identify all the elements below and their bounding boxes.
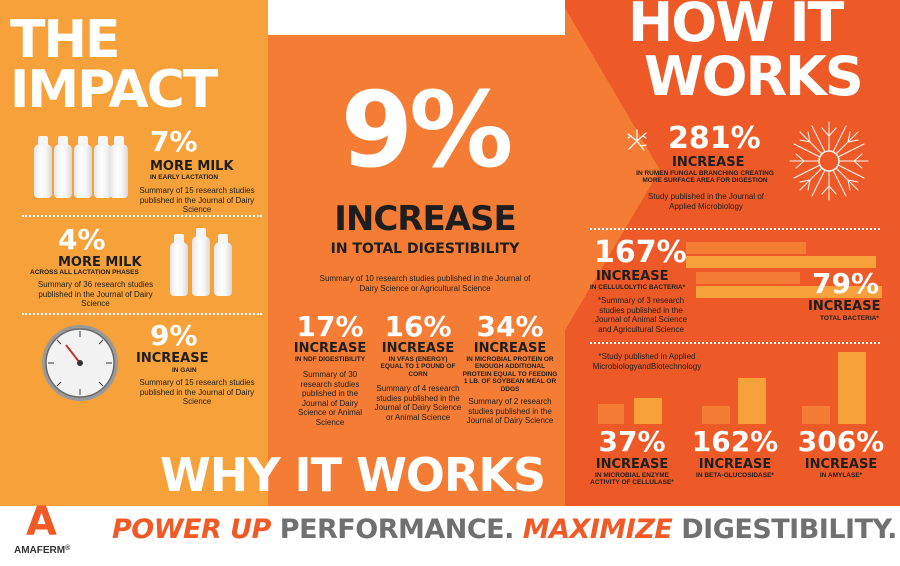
why-title: WHY IT WORKS	[160, 448, 546, 502]
logo-name: AMAFERM	[14, 545, 66, 556]
tagline-maximize: MAXIMIZE	[522, 514, 673, 545]
how-title-line2: WORKS	[644, 45, 864, 108]
cellulolytic-note: *Summary of 3 research studies published…	[594, 296, 688, 334]
milk-bottle-icon	[214, 234, 232, 296]
center-col1-sub: IN NDF DIGESTIBILITY	[294, 356, 366, 363]
impact-stat1-value: 7%	[150, 125, 198, 158]
impact-stat1-sub: IN EARLY LACTATION	[150, 174, 219, 181]
impact-stat2-note: Summary of 36 research studies published…	[37, 280, 154, 309]
enzyme-cellulase-sub: IN MICROBIAL ENZYME ACTIVITY OF CELLULAS…	[590, 472, 674, 487]
impact-stat2-label: MORE MILK	[58, 255, 142, 270]
fungal-label: INCREASE	[672, 155, 745, 170]
divider	[590, 228, 880, 230]
milk-bottle-icon	[74, 136, 92, 198]
center-col3-sub: IN MICROBIAL PROTEIN OR ENOUGH ADDITIONA…	[462, 356, 558, 393]
center-arrow	[268, 8, 660, 506]
center-col3-note: Summary of 2 research studies published …	[466, 397, 554, 426]
center-col3-value: 34%	[476, 310, 544, 343]
milk-bottle-icon	[192, 228, 210, 296]
total-bacteria-value: 79%	[812, 267, 880, 300]
tagline-digestibility: DIGESTIBILITY.	[681, 514, 897, 545]
cellulase-before-bar	[598, 404, 624, 424]
amaferm-logo-icon: A	[26, 499, 57, 545]
cellulolytic-before-bar	[686, 242, 806, 254]
fungal-sub: IN RUMEN FUNGAL BRANCHING CREATING MORE …	[636, 170, 774, 185]
amaferm-logo-text: AMAFERM®	[14, 545, 70, 556]
enzyme-amylase-sub: IN AMYLASE*	[819, 472, 863, 479]
enzyme-glucosidase-sub: IN BETA-GLUCOSIDASE*	[696, 472, 774, 479]
enzyme-cellulase-value: 37%	[598, 425, 666, 458]
impact-stat3-value: 9%	[150, 319, 198, 352]
impact-stat3-note: Summary of 15 research studies published…	[139, 378, 255, 407]
total-after-bar	[696, 286, 882, 298]
total-bacteria-label: INCREASE	[808, 299, 881, 314]
fungal-value: 281%	[668, 121, 761, 156]
cellulolytic-sub: IN CELLULOLYTIC BACTERIA*	[590, 284, 686, 291]
enzyme-cellulase-label: INCREASE	[595, 457, 669, 472]
impact-stat1-label: MORE MILK	[150, 159, 234, 174]
tagline-performance: PERFORMANCE.	[279, 514, 515, 545]
milk-bottle-icon	[54, 136, 72, 198]
milk-bottles-group-1	[30, 130, 130, 200]
center-col1-label: INCREASE	[293, 341, 367, 356]
fungal-note: Study published in the Journal of Applie…	[647, 192, 765, 211]
cellulase-after-bar	[634, 398, 662, 424]
total-bacteria-sub: TOTAL BACTERIA*	[820, 315, 879, 322]
glucosidase-before-bar	[702, 406, 730, 424]
center-col2-label: INCREASE	[381, 341, 455, 356]
center-col2-note: Summary of 4 research studies published …	[374, 384, 462, 422]
tagline-power-up: POWER UP	[112, 514, 271, 545]
fungal-sphere-icon	[789, 121, 869, 201]
cellulolytic-label: INCREASE	[596, 269, 669, 284]
impact-title-line2: IMPACT	[10, 60, 218, 120]
logo-mark: ®	[65, 545, 71, 552]
center-col2-value: 16%	[384, 310, 452, 343]
center-big-value: 9%	[340, 69, 514, 191]
impact-title-line1: THE	[10, 10, 121, 70]
scale-icon	[42, 325, 118, 401]
impact-stat3-label: INCREASE	[136, 351, 209, 366]
milk-bottle-icon	[110, 136, 128, 198]
enzyme-glucosidase-label: INCREASE	[698, 457, 772, 472]
divider	[22, 313, 262, 315]
milk-bottle-icon	[94, 136, 112, 198]
center-col2-sub: IN VFAS (ENERGY) EQUAL TO 1 POUND OF COR…	[380, 356, 456, 378]
center-big-label: INCREASE	[334, 199, 517, 239]
glucosidase-after-bar	[738, 378, 766, 424]
impact-stat3-sub: IN GAIN	[172, 367, 197, 374]
tagline: POWER UP PERFORMANCE. MAXIMIZE DIGESTIBI…	[112, 516, 897, 543]
footer	[0, 506, 900, 566]
center-col3-label: INCREASE	[473, 341, 547, 356]
amylase-after-bar	[838, 352, 866, 424]
impact-stat1-note: Summary of 15 research studies published…	[139, 186, 255, 215]
milk-bottle-icon	[170, 234, 188, 296]
total-before-bar	[696, 272, 800, 284]
divider	[590, 342, 880, 344]
center-col1-value: 17%	[296, 310, 364, 343]
milk-bottles-group-2	[168, 222, 256, 298]
enzyme-amylase-value: 306%	[797, 425, 885, 458]
impact-stat2-sub: ACROSS ALL LACTATION PHASES	[30, 269, 139, 276]
how-title-line1: HOW IT	[628, 0, 844, 54]
enzyme-note: *Study published in Applied Microbiology…	[592, 352, 702, 371]
enzyme-glucosidase-value: 162%	[691, 425, 779, 458]
top-white-gap	[268, 0, 565, 35]
center-big-sub: IN TOTAL DIGESTIBILITY	[330, 241, 520, 257]
cellulolytic-after-bar	[686, 256, 876, 268]
center-col1-note: Summary of 30 research studies published…	[297, 370, 363, 427]
enzyme-amylase-label: INCREASE	[804, 457, 878, 472]
impact-stat2-value: 4%	[58, 223, 106, 256]
fungal-branch-small-icon	[627, 129, 647, 151]
center-big-note: Summary of 10 research studies published…	[319, 274, 531, 293]
cellulolytic-value: 167%	[594, 235, 687, 270]
divider	[22, 215, 262, 217]
milk-bottle-icon	[34, 136, 52, 198]
amylase-before-bar	[802, 406, 830, 424]
